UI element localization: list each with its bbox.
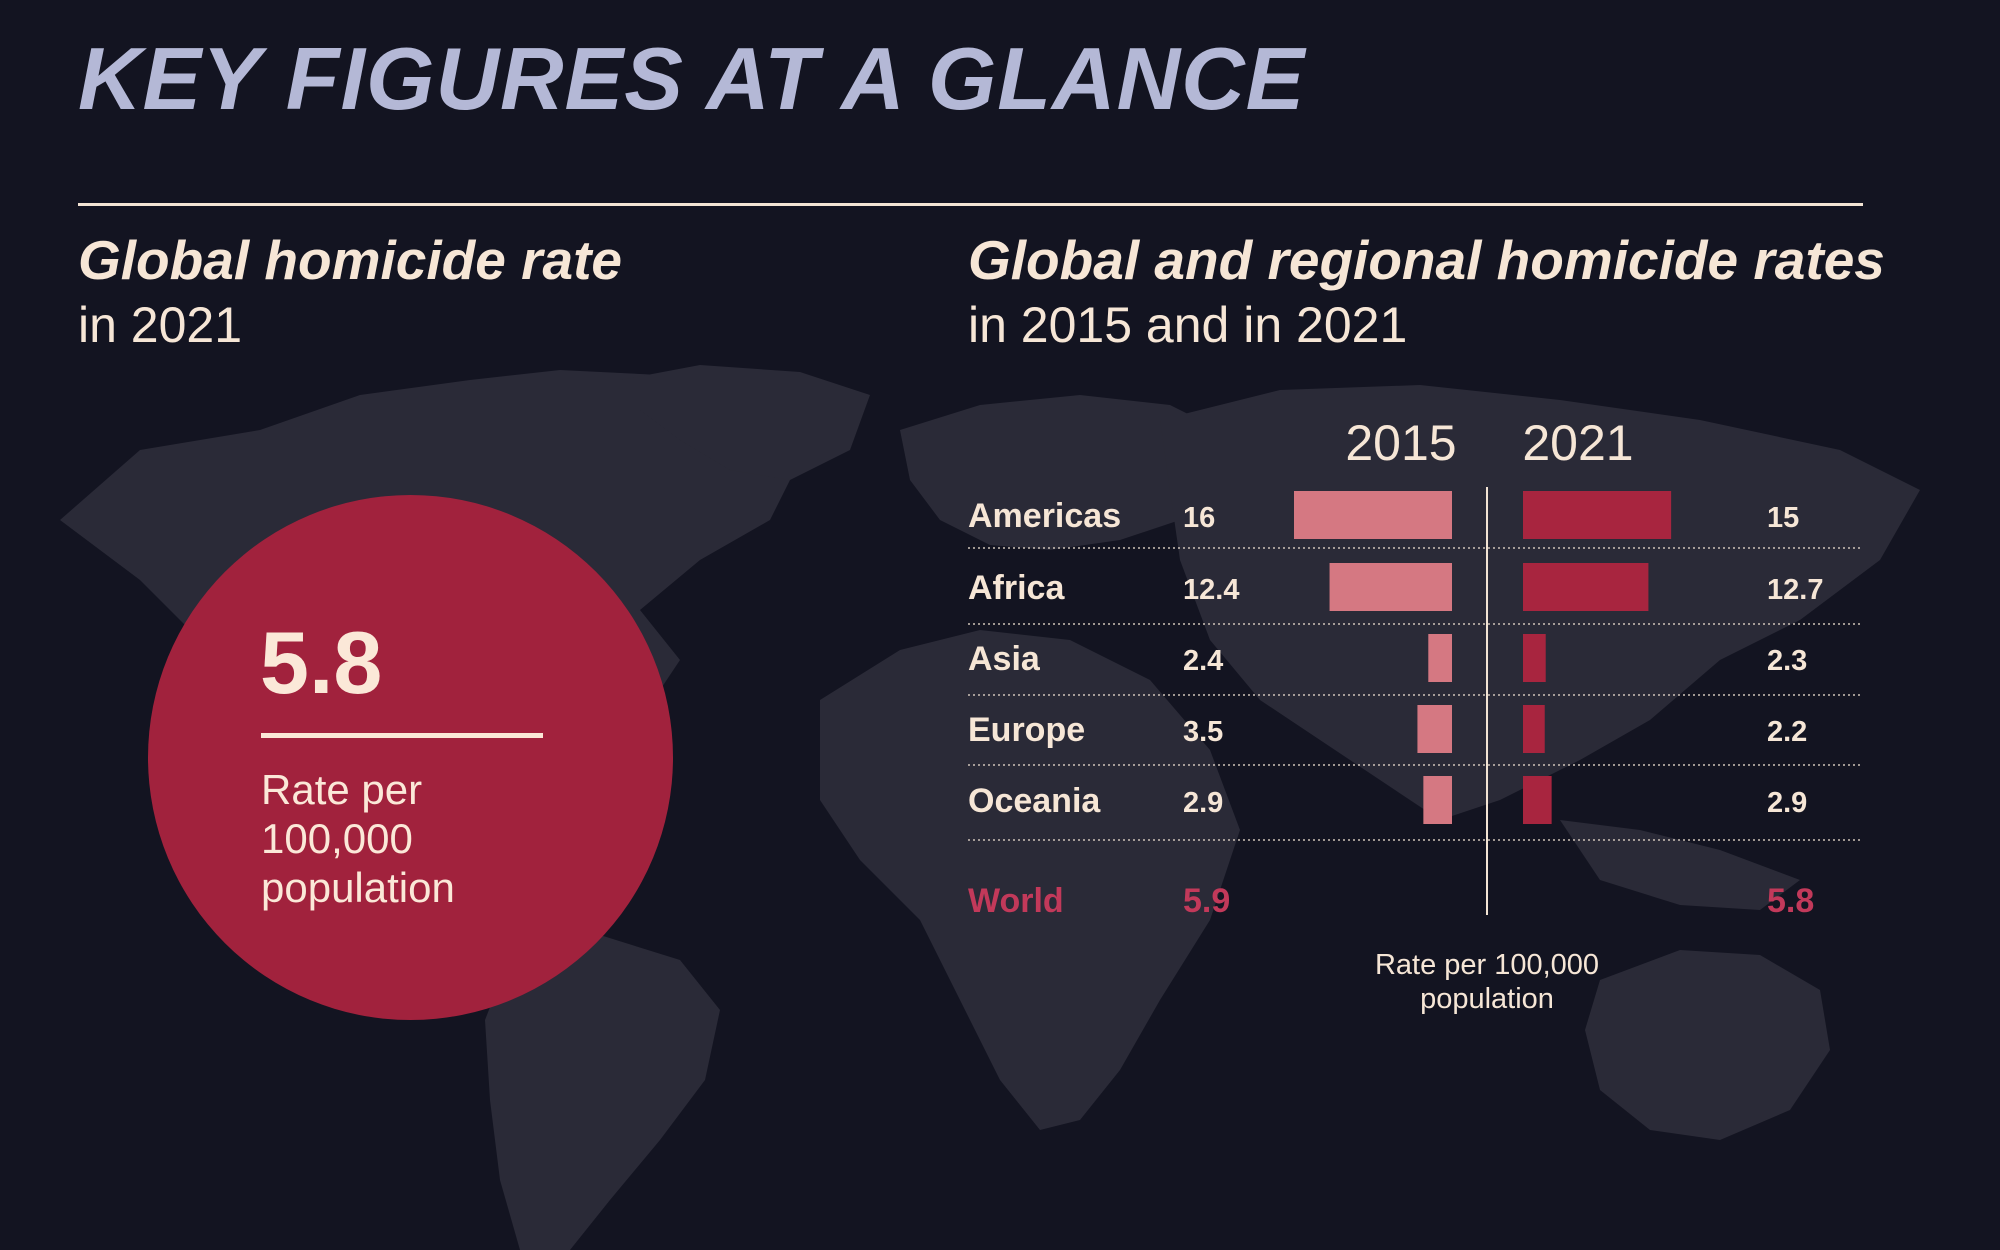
value-2021-europe: 2.2 [1767, 716, 1807, 748]
regional-rates-heading: Global and regional homicide rates [968, 229, 1885, 291]
value-2015-europe: 3.5 [1183, 716, 1223, 748]
australia-shape [1585, 950, 1830, 1140]
value-2021-africa: 12.7 [1767, 574, 1823, 606]
south-america-shape [485, 930, 720, 1250]
bar-2021-asia [1523, 634, 1546, 682]
category-label-africa: Africa [968, 569, 1065, 607]
total-label-world: World [968, 882, 1064, 920]
total-value-2021: 5.8 [1767, 882, 1814, 920]
value-2021-oceania: 2.9 [1767, 787, 1807, 819]
europe-shape [900, 395, 1240, 550]
regional-rates-subheading: in 2015 and in 2021 [968, 297, 1408, 353]
bar-2021-europe [1523, 705, 1545, 753]
page-title: KEY FIGURES AT A GLANCE [78, 29, 1306, 128]
bar-2015-europe [1417, 705, 1452, 753]
total-value-2015: 5.9 [1183, 882, 1230, 920]
value-2015-oceania: 2.9 [1183, 787, 1223, 819]
column-header-2021: 2021 [1522, 415, 1633, 471]
axis-note-line-1: Rate per 100,000 [1375, 949, 1599, 981]
rate-unit-line-2: 100,000 [261, 815, 413, 862]
global-rate-subheading: in 2021 [78, 297, 243, 353]
bar-2021-africa [1523, 563, 1649, 611]
value-2015-africa: 12.4 [1183, 574, 1239, 606]
global-rate-value: 5.8 [260, 613, 383, 712]
southeast-asia-shape [1560, 820, 1800, 910]
bar-2015-oceania [1423, 776, 1452, 824]
bar-2021-oceania [1523, 776, 1552, 824]
axis-note-line-2: population [1420, 983, 1554, 1015]
bar-2015-africa [1329, 563, 1452, 611]
africa-shape [820, 630, 1240, 1130]
title-divider [78, 203, 1863, 206]
global-rate-heading: Global homicide rate [78, 229, 623, 291]
rate-divider [261, 733, 543, 738]
column-header-2015: 2015 [1345, 415, 1456, 471]
bar-2015-asia [1428, 634, 1452, 682]
category-label-europe: Europe [968, 711, 1085, 749]
value-2015-americas: 16 [1183, 502, 1215, 534]
value-2021-asia: 2.3 [1767, 645, 1807, 677]
value-2015-asia: 2.4 [1183, 645, 1223, 677]
rate-circle [148, 495, 673, 1020]
category-label-oceania: Oceania [968, 782, 1101, 820]
rate-unit-line-3: population [261, 864, 455, 911]
category-label-asia: Asia [968, 640, 1041, 678]
rate-unit-line-1: Rate per [261, 766, 423, 813]
bar-2021-americas [1523, 491, 1672, 539]
value-2021-americas: 15 [1767, 502, 1799, 534]
bar-2015-americas [1294, 491, 1452, 539]
category-label-americas: Americas [968, 497, 1121, 535]
greenland-shape [620, 365, 870, 480]
